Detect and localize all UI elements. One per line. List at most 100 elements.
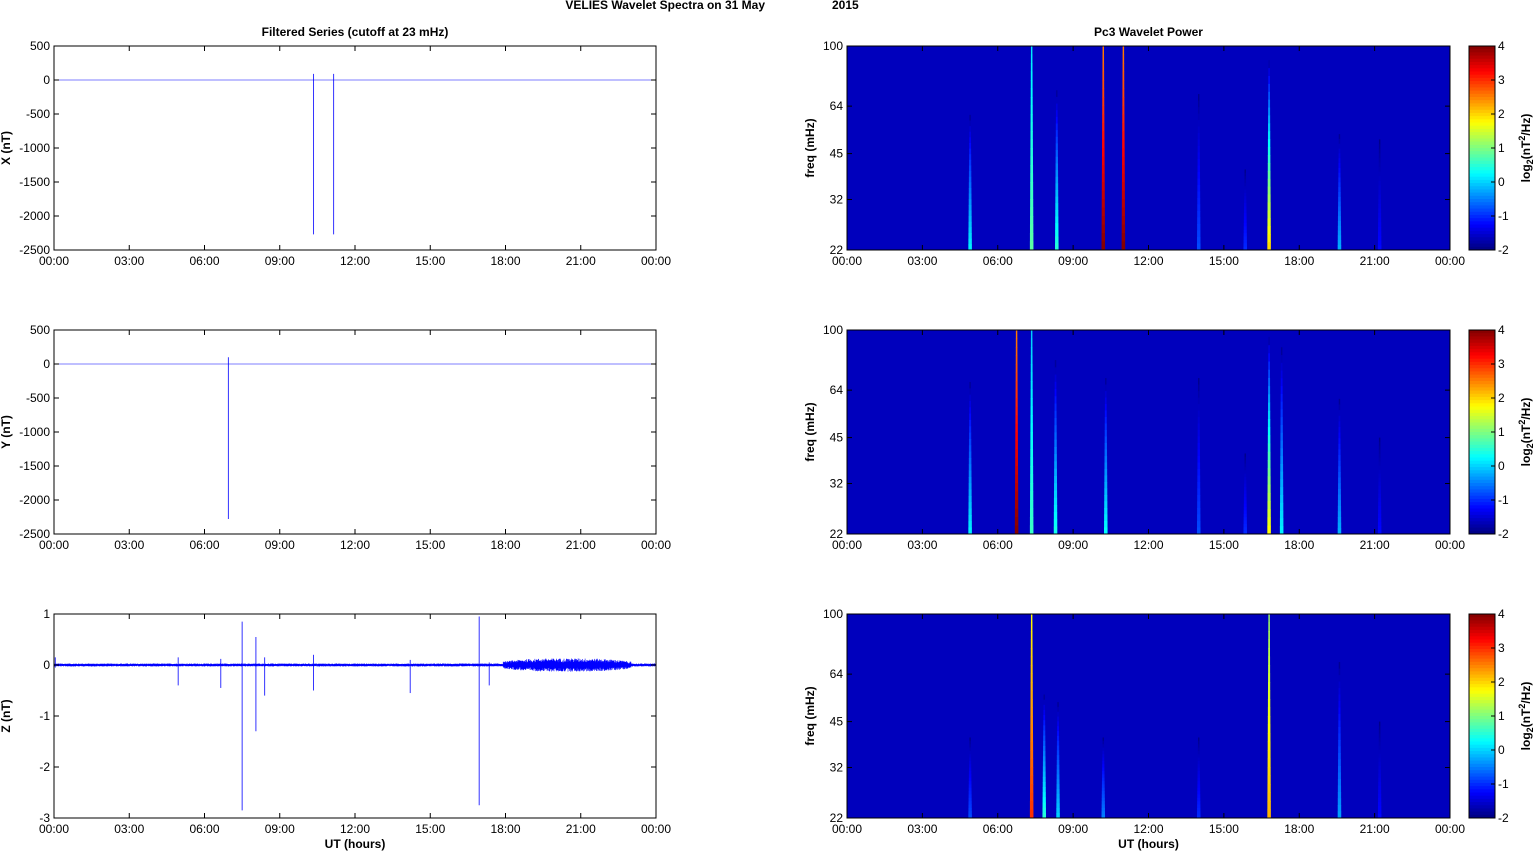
wavelet-streak-segment: [968, 774, 972, 779]
wavelet-streak-segment: [1015, 474, 1019, 484]
wavelet-streak-segment: [1197, 224, 1201, 231]
x-tick-label: 09:00: [1058, 822, 1088, 836]
colorbar-segment: [1469, 384, 1495, 388]
wavelet-streak-segment: [1056, 769, 1060, 775]
wavelet-streak-segment: [1030, 216, 1034, 225]
wavelet-streak-segment: [1338, 681, 1341, 689]
wavelet-streak-segment: [1057, 706, 1059, 713]
wavelet-streak-segment: [1197, 764, 1200, 769]
x-tick-label: 03:00: [114, 822, 144, 836]
wavelet-streak-segment: [1267, 468, 1271, 477]
wavelet-streak-segment: [1102, 105, 1105, 115]
wavelet-streak-segment: [1056, 764, 1060, 771]
wavelet-streak-segment: [1244, 172, 1246, 177]
wavelet-streak-segment: [968, 489, 972, 497]
wavelet-streak-segment: [1243, 497, 1247, 501]
y-tick-label: 100: [823, 323, 843, 337]
colorbar-segment: [1469, 649, 1495, 653]
wavelet-streak-segment: [1197, 139, 1200, 147]
y-tick-label: 22: [830, 527, 844, 541]
wavelet-streak-segment: [1244, 199, 1247, 204]
wavelet-streak-segment: [1015, 389, 1018, 399]
wavelet-streak-segment: [1104, 469, 1108, 476]
wavelet-streak-segment: [1268, 107, 1271, 116]
wavelet-streak: [1377, 437, 1382, 535]
y-axis-label: Y (nT): [0, 415, 13, 449]
wavelet-streak-segment: [1378, 148, 1381, 154]
colorbar-segment: [1469, 176, 1495, 181]
wavelet-streak-segment: [1337, 216, 1341, 222]
wavelet-streak-segment: [1197, 811, 1201, 816]
colorbar-segment: [1469, 508, 1495, 513]
wavelet-streak-segment: [1338, 455, 1341, 462]
wavelet-streak-segment: [968, 811, 972, 816]
colorbar-segment: [1469, 716, 1495, 720]
wavelet-streak-segment: [1030, 682, 1033, 691]
wavelet-streak-segment: [1056, 760, 1060, 766]
wavelet-streak-segment: [1378, 441, 1381, 447]
wavelet-streak-segment: [1197, 449, 1200, 457]
wavelet-streak-segment: [1121, 216, 1126, 225]
wavelet-streak-segment: [1102, 754, 1105, 758]
wavelet-streak-segment: [1378, 745, 1381, 751]
colorbar-segment: [1469, 498, 1495, 503]
wavelet-streak-segment: [1243, 213, 1247, 217]
wavelet-streak-segment: [1029, 517, 1034, 526]
wavelet-streak-segment: [1055, 196, 1059, 204]
wavelet-streak-segment: [969, 381, 971, 389]
y-tick-label: 100: [823, 39, 843, 53]
wavelet-streak-segment: [1337, 225, 1342, 232]
wavelet-streak-segment: [1280, 463, 1284, 473]
wavelet-streak-segment: [1030, 199, 1034, 208]
wavelet-streak-segment: [1056, 779, 1060, 785]
wavelet-streak-segment: [1197, 804, 1201, 809]
colorbar-label: log2(nT2/Hz): [1517, 114, 1535, 183]
wavelet-streak-segment: [1122, 148, 1125, 157]
colorbar-segment: [1469, 422, 1495, 427]
wavelet-streak: [1377, 721, 1382, 819]
wavelet-streak-segment: [968, 227, 972, 234]
colorbar-segment: [1469, 786, 1495, 790]
y-tick-label: 32: [830, 193, 844, 207]
wavelet-streak-segment: [1378, 162, 1381, 168]
wavelet-streak-segment: [1056, 798, 1060, 804]
wavelet-streak-segment: [1243, 223, 1247, 227]
x-tick-label: 00:00: [641, 538, 671, 552]
x-tick-label: 09:00: [265, 822, 295, 836]
wavelet-streak-segment: [1197, 747, 1200, 752]
wavelet-streak-segment: [1030, 97, 1033, 106]
wavelet-streak-segment: [1378, 143, 1381, 150]
wavelet-streak-segment: [1268, 60, 1270, 69]
colorbar-segment: [1469, 779, 1495, 784]
colorbar-segment: [1469, 447, 1495, 452]
wavelet-streak-segment: [1030, 724, 1033, 734]
colorbar-label-part: 2: [1525, 159, 1535, 164]
wavelet-streak-segment: [1101, 241, 1106, 251]
wavelet-streak-segment: [1029, 241, 1034, 251]
wavelet-streak-segment: [1042, 776, 1046, 783]
wavelet-streak-segment: [1338, 472, 1341, 479]
wavelet-streak-segment: [1243, 236, 1247, 241]
wavelet-streak-segment: [1267, 147, 1271, 156]
wavelet-streak-segment: [1337, 779, 1341, 786]
wavelet-streak-segment: [1377, 521, 1382, 527]
wavelet-streak-segment: [1043, 725, 1046, 731]
wavelet-streak-segment: [968, 445, 972, 453]
wavelet-streak-segment: [1055, 203, 1059, 211]
wavelet-streak-segment: [969, 126, 971, 133]
wavelet-streak-segment: [1055, 190, 1059, 198]
wavelet-streak-segment: [1337, 494, 1341, 501]
wavelet-streak-segment: [1267, 186, 1271, 196]
y-tick-label: 45: [830, 147, 844, 161]
wavelet-streak-segment: [1197, 482, 1201, 489]
wavelet-streak-segment: [1030, 131, 1033, 140]
wavelet-streak-segment: [1267, 194, 1271, 203]
x-tick-label: 00:00: [1435, 538, 1465, 552]
wavelet-streak-segment: [1378, 513, 1382, 519]
wavelet-streak-segment: [1268, 665, 1271, 674]
wavelet-streak-segment: [1378, 765, 1381, 771]
wavelet-streak-segment: [969, 757, 972, 762]
colorbar-segment: [1469, 154, 1495, 159]
wavelet-streak-segment: [1338, 759, 1341, 767]
wavelet-streak-segment: [1337, 230, 1342, 236]
